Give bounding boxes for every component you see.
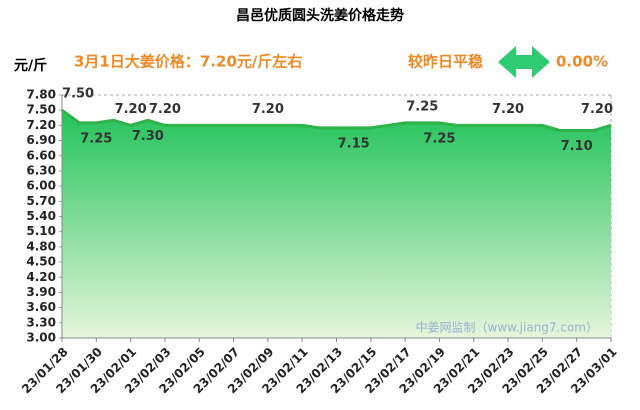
change-value: 0.00%: [556, 53, 608, 71]
value-label: 7.20: [492, 102, 524, 117]
value-label: 7.25: [80, 131, 112, 146]
y-tick-label: 7.50: [26, 103, 56, 117]
y-tick-label: 3.60: [26, 300, 56, 314]
y-tick-label: 6.30: [26, 163, 56, 177]
plot-area: 3.00 3.303.603.904.204.50 4.805.105.405.70…: [19, 87, 620, 397]
y-tick-label: 4.20: [26, 270, 56, 284]
annotation: 3月1日大姜价格：7.20元/斤左右: [74, 53, 302, 71]
y-tick-label: 3.00: [26, 331, 56, 345]
y-tick-label: 7.20: [26, 118, 56, 132]
y-tick-label: 3.90: [26, 285, 56, 299]
value-label: 7.25: [423, 131, 455, 146]
change-label: 较昨日平稳: [408, 53, 483, 71]
y-tick-label: 5.40: [26, 209, 56, 223]
y-axis-label: 元/斤: [14, 57, 47, 74]
value-label: 7.20: [149, 102, 181, 117]
change-icon: [498, 46, 550, 78]
y-tick-label: 5.70: [26, 194, 56, 208]
value-label: 7.20: [252, 102, 284, 117]
value-label: 7.15: [338, 136, 370, 151]
value-label: 7.20: [115, 102, 147, 117]
watermark: 中姜网监制（www.jiang7.com）: [416, 320, 598, 335]
y-tick-label: 6.90: [26, 133, 56, 147]
value-label: 7.10: [561, 139, 593, 154]
value-label: 7.20: [581, 102, 613, 117]
y-tick-label: 6.00: [26, 179, 56, 193]
value-label: 7.50: [62, 87, 94, 102]
value-label: 7.30: [132, 129, 164, 144]
chart-title: 昌邑优质圆头洗姜价格走势: [236, 7, 404, 24]
y-tick-label: 4.80: [26, 239, 56, 253]
y-tick-label: 4.50: [26, 255, 56, 269]
y-tick-label: 6.60: [26, 148, 56, 162]
line: [61, 108, 612, 132]
y-tick-label: 5.10: [26, 224, 56, 238]
y-tick-label: 7.80: [26, 88, 56, 102]
value-label: 7.25: [406, 99, 438, 114]
area: [62, 110, 611, 338]
y-tick-label: 3.30: [26, 315, 56, 329]
